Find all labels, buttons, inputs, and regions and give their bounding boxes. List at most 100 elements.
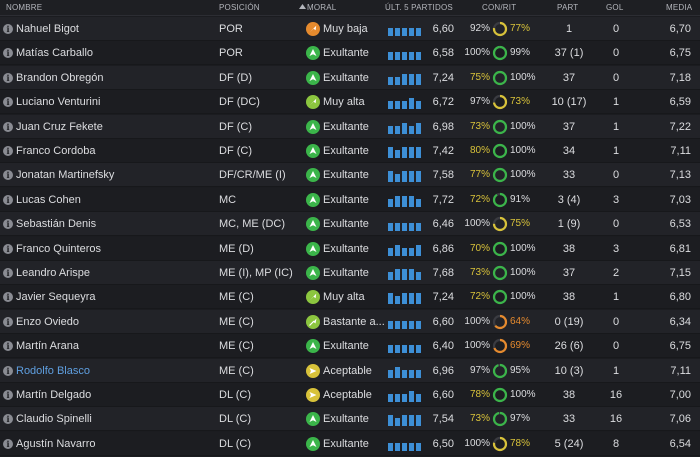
goals: 1 [612,145,620,157]
table-row[interactable]: i Agustín Navarro DL (C) Exultante 6,50 100% 7… [0,431,700,456]
info-icon[interactable]: i [3,194,13,205]
form-bar [388,272,393,280]
info-icon[interactable]: i [3,341,13,352]
player-morale: Exultante [323,267,369,279]
info-icon[interactable]: i [3,170,13,181]
col-gol[interactable]: GOL [606,3,624,12]
col-media[interactable]: MEDIA [666,3,693,12]
info-icon[interactable]: i [3,97,13,108]
table-row[interactable]: i Martín Arana ME (C) Exultante 6,40 100% 69% 2… [0,334,700,359]
sharpness-value: 77% [510,23,531,34]
appearances: 1 [565,23,573,35]
info-icon[interactable]: i [3,146,13,156]
table-row[interactable]: i Sebastián Denis MC, ME (DC) Exultante 6,46… [0,212,700,237]
info-icon[interactable]: i [3,72,13,83]
info-icon[interactable]: i [3,438,13,449]
last-5-rating: 7,72 [432,193,454,206]
form-bar [402,101,407,110]
form-bar [409,171,414,183]
sharpness-value: 91% [510,193,531,205]
last-5-form-bars [388,242,424,256]
player-morale: Exultante [323,169,369,182]
info-icon[interactable]: i [3,121,13,132]
last-5-form-bars [388,120,424,134]
col-posicion[interactable]: POSICIÓN [219,3,260,12]
form-bar [395,366,400,378]
player-name[interactable]: Franco Cordoba [16,145,96,157]
table-row[interactable]: i Martín Delgado DL (C) Aceptable 6,60 78% 100… [0,383,700,407]
col-moral[interactable]: MORAL [307,3,337,12]
player-name[interactable]: Luciano Venturini [16,96,101,109]
last-5-form-bars [388,95,424,110]
player-name[interactable]: Javier Sequeyra [16,291,96,304]
table-row[interactable]: i Claudio Spinelli DL (C) Exultante 7,54 73% 9… [0,407,700,432]
col-conrit[interactable]: CON/RIT [482,3,517,12]
player-name[interactable]: Matías Carballo [16,47,94,60]
info-icon[interactable]: i [3,292,13,303]
table-row[interactable]: i Rodolfo Blasco ME (C) Aceptable 6,96 97% 95%… [0,358,700,383]
info-icon[interactable]: i [3,268,13,278]
info-icon[interactable]: i [3,48,13,59]
sharpness-value: 95% [510,364,531,376]
table-row[interactable]: i Enzo Oviedo ME (C) Bastante a... 6,60 100% 6… [0,309,700,334]
form-bar [409,125,414,134]
form-bar [416,345,421,354]
player-name[interactable]: Lucas Cohen [16,193,81,206]
col-nombre[interactable]: NOMBRE [6,3,43,12]
player-morale: Muy alta [323,291,365,304]
last-5-form-bars [388,46,424,61]
player-name[interactable]: Claudio Spinelli [16,413,92,426]
table-row[interactable]: i Matías Carballo POR Exultante 6,58 100% 99% 3… [0,41,700,66]
info-icon[interactable]: i [3,243,13,254]
goals: 3 [612,193,620,206]
table-row[interactable]: i Franco Cordoba DF (C) Exultante 7,42 80% 100… [0,139,700,163]
info-icon[interactable]: i [3,390,13,400]
form-bar [395,174,400,183]
last-5-form-bars [388,217,424,232]
sharpness-value: 100% [510,145,536,156]
player-name[interactable]: Jonatan Martinefsky [16,169,115,182]
player-name[interactable]: Rodolfo Blasco [16,364,90,377]
row-divider [0,113,700,115]
info-icon[interactable]: i [3,414,13,425]
info-icon[interactable]: i [3,316,13,327]
player-name[interactable]: Brandon Obregón [16,71,104,84]
player-name[interactable]: Enzo Oviedo [16,315,79,328]
table-row[interactable]: i Juan Cruz Fekete DF (C) Exultante 6,98 73% 1… [0,114,700,139]
player-name[interactable]: Leandro Arispe [16,267,90,279]
form-bar [409,320,414,329]
table-row[interactable]: i Jonatan Martinefsky DF/CR/ME (I) Exultant… [0,163,700,188]
col-part[interactable]: PART [557,3,579,12]
last-5-rating: 6,86 [432,242,454,255]
row-divider [0,406,700,407]
table-row[interactable]: i Leandro Arispe ME (I), MP (IC) Exultante 7… [0,261,700,285]
row-divider [0,235,700,237]
condition-value: 100% [464,340,490,352]
average-rating: 7,13 [669,169,691,182]
player-name[interactable]: Juan Cruz Fekete [16,120,103,133]
form-bar [409,345,414,354]
form-bar [402,147,407,158]
col-ult5[interactable]: ÚLT. 5 PARTIDOS [385,3,453,12]
info-icon[interactable]: i [3,365,13,376]
last-5-rating: 6,60 [432,23,454,35]
table-row[interactable]: i Franco Quinteros ME (D) Exultante 6,86 70% 1… [0,236,700,261]
player-name[interactable]: Franco Quinteros [16,242,101,255]
table-row[interactable]: i Lucas Cohen MC Exultante 7,72 72% 91% 3 (4) 3 7… [0,187,700,212]
table-row[interactable]: i Brandon Obregón DF (D) Exultante 7,24 75% 10… [0,65,700,90]
info-icon[interactable]: i [3,24,13,34]
table-row[interactable]: i Nahuel Bigot POR Muy baja 6,60 92% 77% 1 0 6,70 [0,17,700,41]
form-bar [388,147,393,158]
condition-value: 97% [469,96,490,108]
form-bar [395,269,400,280]
info-icon[interactable]: i [3,219,13,230]
player-name[interactable]: Martín Arana [16,340,79,353]
table-row[interactable]: i Luciano Venturini DF (DC) Muy alta 6,72 97%… [0,90,700,115]
player-name[interactable]: Nahuel Bigot [16,23,79,35]
player-name[interactable]: Sebastián Denis [16,218,97,231]
last-5-form-bars [388,168,424,183]
player-name[interactable]: Martín Delgado [16,389,92,401]
last-5-rating: 6,50 [432,437,454,450]
player-name[interactable]: Agustín Navarro [16,437,96,450]
table-row[interactable]: i Javier Sequeyra ME (C) Muy alta 7,24 72% 100… [0,285,700,310]
